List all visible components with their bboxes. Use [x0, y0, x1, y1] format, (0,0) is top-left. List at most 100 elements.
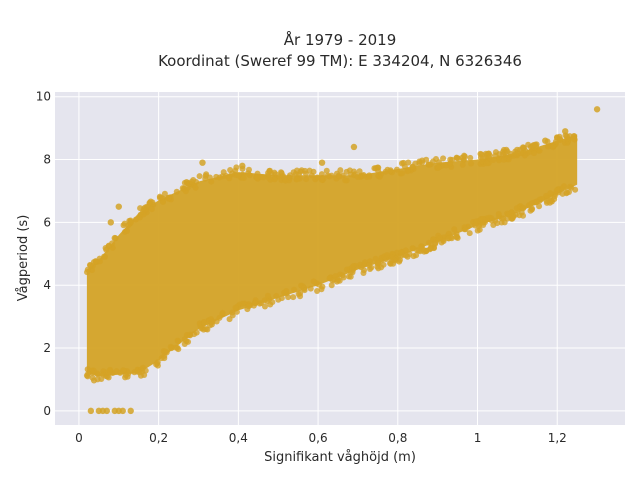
scatter-dot	[292, 171, 299, 178]
scatter-dot	[185, 338, 192, 345]
scatter-dot	[499, 151, 506, 158]
scatter-dot	[447, 160, 454, 167]
scatter-dot	[106, 367, 113, 374]
scatter-dot	[520, 204, 527, 211]
scatter-dot	[532, 141, 539, 148]
scatter-dot	[425, 239, 432, 246]
scatter-dot	[479, 215, 486, 222]
scatter-dot	[467, 154, 474, 161]
scatter-dot	[260, 174, 267, 181]
scatter-dot	[571, 132, 578, 139]
scatter-dot	[435, 164, 442, 171]
scatter-dot	[280, 173, 287, 180]
scatter-dot	[226, 175, 233, 182]
scatter-dot	[378, 264, 385, 271]
scatter-dot	[314, 287, 321, 294]
scatter-dot	[328, 282, 335, 289]
scatter-dot	[319, 283, 326, 290]
scatter-dot	[208, 178, 215, 185]
scatter-dot	[488, 217, 495, 224]
scatter-dot	[287, 172, 294, 179]
scatter-dot	[332, 273, 339, 280]
x-axis-ticks: 0 0,2 0,4 0,6 0,8 1 1,2	[75, 431, 567, 445]
y-tick-label: 0	[43, 404, 51, 418]
x-tick-label: 0,2	[149, 431, 168, 445]
scatter-dot	[307, 285, 314, 292]
scatter-dot	[324, 172, 331, 179]
y-tick-label: 6	[43, 215, 51, 229]
scatter-dot	[528, 200, 535, 207]
scatter-dot	[101, 253, 108, 260]
x-tick-label: 0,8	[388, 431, 407, 445]
scatter-dot	[240, 174, 247, 181]
scatter-dot	[120, 367, 127, 374]
scatter-point	[542, 137, 549, 144]
scatter-dot	[400, 159, 407, 166]
scatter-dot	[495, 157, 502, 164]
scatter-dot	[384, 252, 391, 259]
scatter-dot	[498, 219, 505, 226]
scatter-dot	[202, 172, 209, 179]
scatter-dot	[239, 300, 246, 307]
scatter-dot	[140, 208, 147, 215]
scatter-dot	[399, 170, 406, 177]
chart-title-line2: Koordinat (Sweref 99 TM): E 334204, N 63…	[158, 52, 522, 70]
scatter-dot	[430, 158, 437, 165]
scatter-dot	[266, 167, 273, 174]
scatter-point	[593, 106, 601, 113]
scatter-dot	[473, 218, 480, 225]
scatter-dot	[229, 312, 236, 319]
scatter-dot	[347, 273, 354, 280]
scatter-dot	[302, 167, 309, 174]
scatter-dot	[564, 189, 571, 196]
scatter-dot	[127, 219, 134, 226]
scatter-point	[115, 203, 122, 210]
scatter-dot	[495, 210, 502, 217]
scatter-dot	[94, 376, 101, 383]
scatter-point	[318, 159, 326, 166]
scatter-dot	[527, 207, 534, 214]
scatter-dot	[568, 184, 575, 191]
scatter-dot	[124, 227, 131, 234]
scatter-point	[562, 128, 569, 135]
scatter-dot	[435, 159, 442, 166]
scatter-dot	[278, 295, 285, 302]
scatter-dot	[193, 329, 200, 336]
scatter-dot	[318, 171, 325, 178]
scatter-dot	[245, 303, 252, 310]
scatter-dot	[216, 314, 223, 321]
scatter-dot	[483, 160, 490, 167]
scatter-points	[87, 106, 601, 415]
scatter-dot	[165, 194, 172, 201]
scatter-dot	[382, 168, 389, 175]
scatter-dot	[474, 227, 481, 234]
scatter-dot	[295, 291, 302, 298]
chart-title-line1: År 1979 - 2019	[284, 30, 397, 49]
scatter-dot	[271, 169, 278, 176]
scatter-dot	[350, 168, 357, 175]
scatter-dot	[282, 177, 289, 184]
scatter-dot	[264, 298, 271, 305]
scatter-dot	[285, 294, 292, 301]
scatter-dot	[459, 161, 466, 168]
scatter-dot	[551, 196, 558, 203]
scatter-dot	[252, 299, 259, 306]
scatter-point	[111, 234, 118, 242]
scatter-dot	[253, 174, 260, 181]
scatter-dot	[423, 156, 430, 163]
scatter-dot	[520, 212, 527, 219]
scatter-dot	[520, 144, 527, 151]
scatter-point	[107, 219, 115, 226]
scatter-point	[350, 143, 358, 151]
y-tick-label: 4	[43, 278, 51, 292]
scatter-dot	[227, 166, 234, 173]
scatter-dot	[404, 253, 411, 260]
scatter-dot	[201, 319, 208, 326]
scatter-dot	[216, 174, 223, 181]
y-tick-label: 10	[36, 90, 51, 104]
scatter-dot	[120, 222, 127, 229]
scatter-dot	[85, 370, 92, 377]
scatter-dot	[374, 260, 381, 267]
scatter-dot	[318, 176, 325, 183]
